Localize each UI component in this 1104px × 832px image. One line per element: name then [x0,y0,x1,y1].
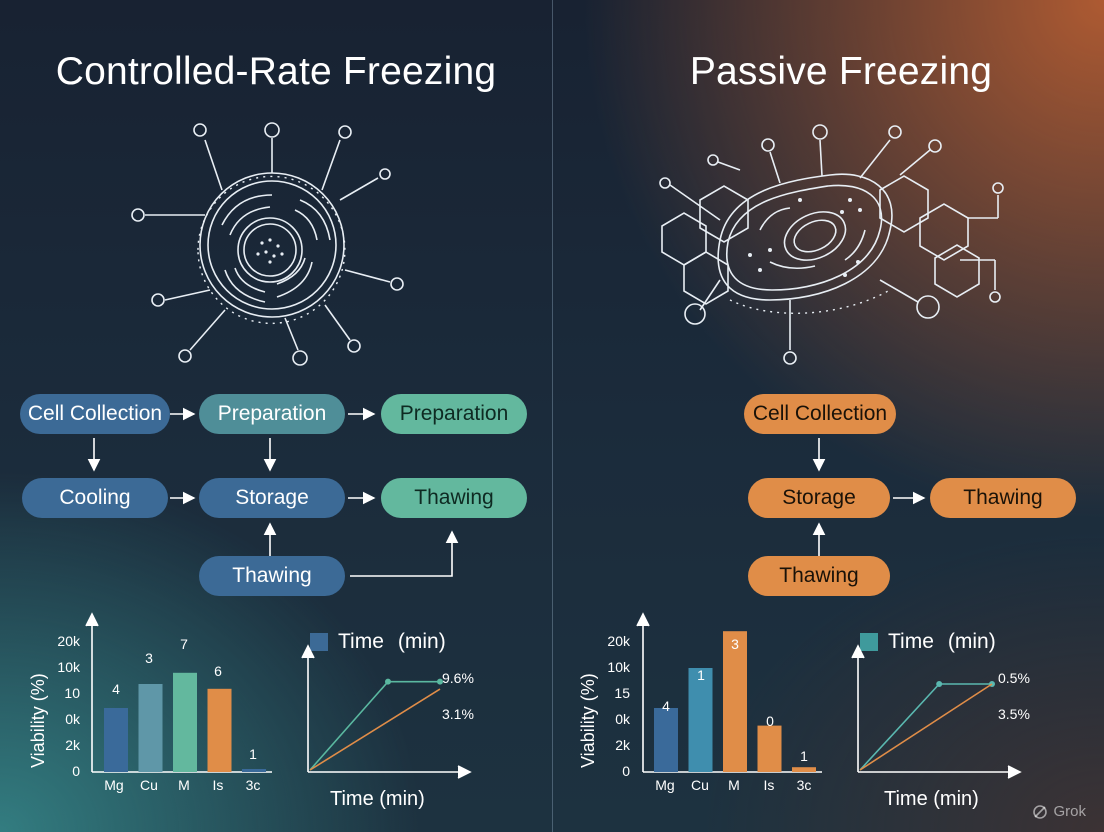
left-category-label: 3c [245,777,261,793]
right-ytick: 15 [614,685,630,701]
left-cooling-node: Cooling [22,478,168,518]
left-title: Controlled-Rate Freezing [55,50,497,93]
left-category-label: Cu [140,777,158,793]
left-line-point-2 [437,678,443,685]
right-cell-illustration [659,124,1004,365]
left-bar-Cu [138,684,163,772]
right-bar-value-label: 0 [766,713,774,729]
left-legend-swatch [310,633,328,651]
right-line-label-2: 3.5% [998,706,1030,722]
right-bar-M [723,631,747,772]
left-preparation-node: Preparation [199,394,345,434]
right-cell-collection-node: Cell Collection [744,394,896,434]
right-category-label: Mg [655,777,675,793]
left-ytick: 2k [65,737,80,753]
left-legend-unit: (min) [397,630,446,653]
right-bar-3c [792,767,816,772]
brand-name: Grok [1053,803,1086,820]
left-line-label-2: 3.1% [442,706,474,722]
left-bar-M [173,672,197,772]
left-x-axis-title: Time (min) [330,788,425,810]
left-bar-Mg [104,708,128,772]
left-bar-value-label: 4 [112,681,120,697]
left-thawing-node: Thawing [381,478,527,518]
left-ytick: 0k [65,711,80,727]
right-bar-value-label: 1 [697,667,705,683]
left-cell-collection-node: Cell Collection [20,394,170,434]
left-flow-arrows [87,407,459,544]
left-thawing-lower-node: Thawing [199,556,345,596]
right-title: Passive Freezing [689,50,993,93]
left-preparation-2-node: Preparation [381,394,527,434]
right-legend-unit: (min) [947,630,996,653]
right-bar-Is [757,725,782,772]
right-bar-Mg [654,708,678,772]
left-bar-value-label: 6 [214,663,222,679]
right-category-label: M [728,777,740,793]
left-line-point-1 [385,678,391,685]
right-line-point-1 [936,681,943,687]
right-category-label: 3c [796,777,812,793]
right-bar-value-label: 3 [731,636,739,652]
left-category-label: Is [212,777,224,793]
left-category-label: Mg [104,777,124,793]
left-bar-value-label: 3 [145,650,153,666]
right-legend-swatch [860,633,878,651]
panel-divider [552,0,553,832]
right-bar-value-label: 1 [800,748,808,764]
left-cell-illustration [131,122,404,366]
brand-watermark: Grok [1032,803,1086,820]
left-ytick: 10 [64,685,80,701]
left-bar-Is [207,688,232,772]
right-ytick: 0k [615,711,630,727]
left-ytick: 10k [57,659,80,675]
right-bar-Cu [688,668,713,772]
left-bar-value-label: 7 [180,636,188,652]
right-category-label: Is [763,777,775,793]
right-x-axis-title: Time (min) [884,788,979,810]
right-ytick: 10k [607,659,630,675]
right-line-orange [859,683,993,771]
left-category-label: M [178,777,190,793]
right-thawing-node: Thawing [930,478,1076,518]
right-bar-value-label: 4 [662,698,670,714]
left-line-label-1: 9.6% [442,670,474,686]
left-ytick: 20k [57,633,80,649]
right-line-label-1: 0.5% [998,670,1030,686]
right-category-label: Cu [691,777,709,793]
left-legend-label: Time [338,630,384,653]
right-thawing-lower-node: Thawing [748,556,890,596]
right-ytick: 2k [615,737,630,753]
left-bar-3c [242,769,266,772]
right-legend: Time (min) [860,630,996,654]
right-storage-node: Storage [748,478,890,518]
left-legend: Time (min) [310,630,446,654]
left-storage-node: Storage [199,478,345,518]
left-bar-value-label: 1 [249,746,257,762]
right-ytick: 0 [622,763,630,779]
left-ytick: 0 [72,763,80,779]
grok-logo-icon [1033,804,1048,819]
right-legend-label: Time [888,630,934,653]
right-ytick: 20k [607,633,630,649]
left-bar-chart [104,672,266,772]
left-line-chart [309,678,443,771]
left-line-orange [309,688,441,771]
